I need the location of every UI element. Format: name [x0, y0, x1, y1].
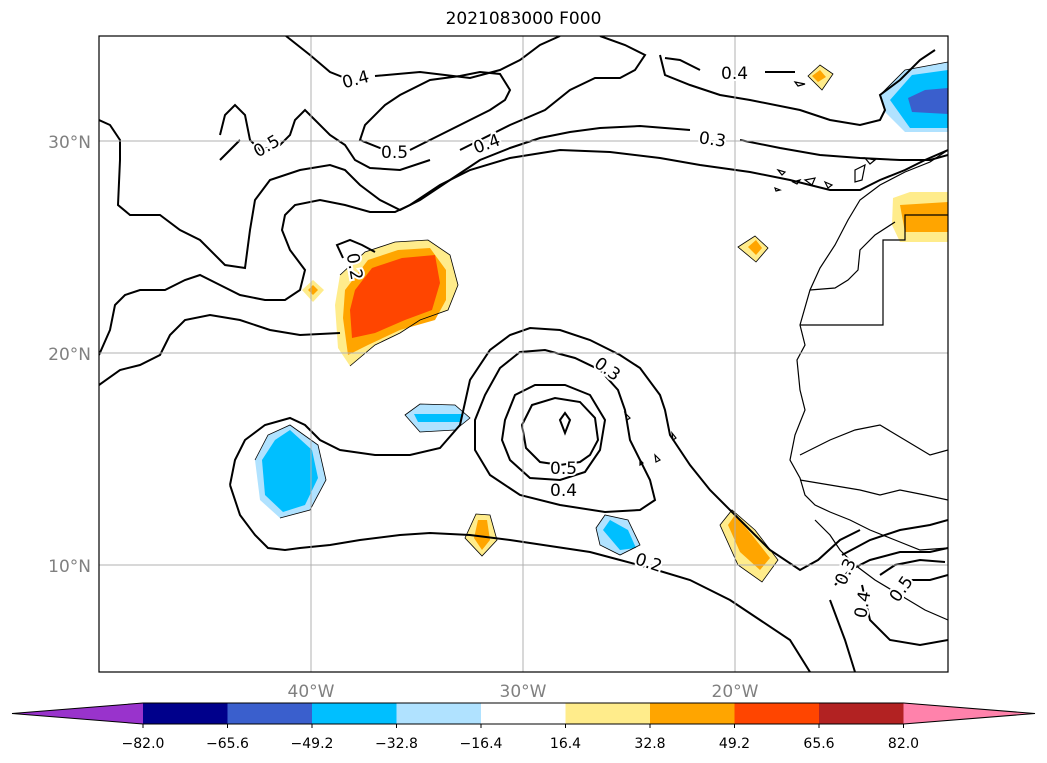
lon-label-30w: 30°W: [500, 682, 547, 702]
colorbar-segment: [312, 703, 397, 724]
colorbar-tick-label: 16.4: [550, 736, 581, 752]
lat-label-10n: 10°N: [48, 557, 91, 577]
colorbar-segment: [227, 703, 313, 724]
colorbar-segment: [819, 703, 904, 724]
contour-label: 0.5: [550, 459, 577, 479]
colorbar-tick-label: 32.8: [634, 736, 665, 752]
colorbar-segment: [143, 703, 228, 724]
colorbar-segment: [396, 703, 482, 724]
contour-label: 0.5: [381, 143, 408, 163]
contour-lines: [99, 36, 948, 672]
coastline: [623, 81, 948, 621]
contour-label: 0.4: [721, 64, 748, 84]
colorbar-tick-label: −32.8: [375, 736, 418, 752]
colorbar-tick-label: 49.2: [719, 736, 750, 752]
shaded-anomaly-fields: [255, 62, 948, 582]
colorbar-extend-high: [903, 703, 1035, 724]
contour-label: 0.3: [698, 128, 728, 152]
colorbar-tick-label: 82.0: [888, 736, 919, 752]
colorbar-tick-label: −49.2: [291, 736, 334, 752]
colorbar-tick-label: −16.4: [460, 736, 503, 752]
colorbar: −82.0 −65.6 −49.2 −32.8 −16.4 16.4 32.8 49.2 65.…: [11, 702, 1036, 752]
lat-label-30n: 30°N: [48, 133, 91, 153]
lat-label-20n: 20°N: [48, 345, 91, 365]
colorbar-tick-label: −65.6: [206, 736, 249, 752]
lon-label-20w: 20°W: [712, 682, 759, 702]
colorbar-tick-label: −82.0: [122, 736, 165, 752]
colorbar-segment: [565, 703, 651, 724]
colorbar-tick-label: 65.6: [803, 736, 834, 752]
colorbar-segment: [481, 703, 566, 724]
colorbar-segment: [734, 703, 820, 724]
map-frame: [98, 35, 949, 673]
colorbar-extend-low: [12, 703, 143, 724]
colorbar-segment: [650, 703, 735, 724]
map-title: 2021083000 F000: [445, 9, 602, 29]
lon-label-40w: 40°W: [288, 682, 335, 702]
contour-label: 0.4: [550, 481, 577, 501]
gridlines: [99, 36, 948, 672]
